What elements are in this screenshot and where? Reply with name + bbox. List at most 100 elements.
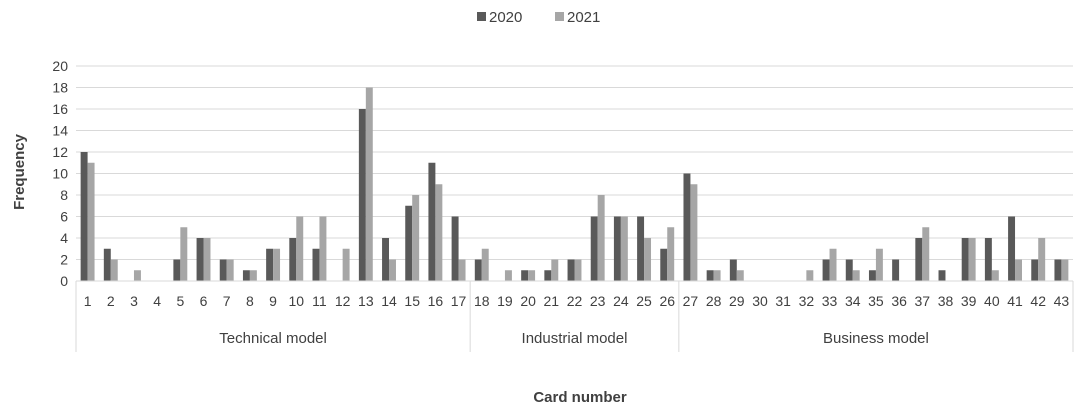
x-tick-label: 13 (358, 293, 374, 309)
bar-2020-card-22 (567, 259, 575, 281)
x-tick-label: 14 (381, 293, 397, 309)
bar-2021-card-43 (1061, 259, 1069, 281)
x-tick-label: 28 (706, 293, 722, 309)
group-label: Business model (823, 330, 929, 347)
bar-2021-card-32 (806, 270, 814, 281)
bar-2020-card-38 (938, 270, 946, 281)
x-tick-label: 18 (474, 293, 490, 309)
bar-2021-card-2 (110, 259, 118, 281)
y-tick-label: 16 (52, 101, 68, 117)
bar-2020-card-37 (915, 238, 923, 281)
x-tick-label: 5 (176, 293, 184, 309)
legend-label-2020: 2020 (489, 9, 522, 26)
y-tick-label: 10 (52, 166, 68, 182)
x-tick-label: 22 (567, 293, 583, 309)
y-tick-label: 4 (60, 230, 68, 246)
bar-2021-card-25 (644, 238, 652, 281)
y-tick-label: 18 (52, 80, 68, 96)
x-tick-label: 34 (845, 293, 861, 309)
bar-2020-card-15 (405, 205, 413, 281)
group-label: Technical model (219, 330, 327, 347)
x-tick-label: 32 (799, 293, 815, 309)
bar-2020-card-1 (80, 152, 88, 281)
bars (80, 87, 1069, 281)
bar-2020-card-23 (590, 216, 598, 281)
bar-2021-card-21 (551, 259, 559, 281)
bar-2021-card-34 (852, 270, 860, 281)
x-tick-label: 35 (868, 293, 884, 309)
bar-2021-card-7 (226, 259, 234, 281)
bar-2021-card-41 (1015, 259, 1022, 281)
bar-2020-card-41 (1008, 216, 1016, 281)
bar-2020-card-20 (521, 270, 529, 281)
x-tick-label: 42 (1030, 293, 1046, 309)
bar-2020-card-8 (242, 270, 250, 281)
y-tick-label: 20 (52, 58, 68, 74)
bar-2021-card-39 (968, 238, 976, 281)
y-tick-label: 12 (52, 144, 68, 160)
y-tick-label: 2 (60, 252, 68, 268)
bar-2020-card-21 (544, 270, 552, 281)
legend-swatch-2020 (477, 12, 486, 21)
bar-2020-card-11 (312, 248, 320, 281)
x-tick-label: 20 (520, 293, 536, 309)
bar-2021-card-1 (87, 162, 95, 281)
x-tick-label: 33 (822, 293, 838, 309)
bar-2021-card-11 (319, 216, 327, 281)
bar-2021-card-26 (667, 227, 675, 281)
bar-2020-card-28 (706, 270, 714, 281)
x-tick-label: 11 (312, 293, 327, 309)
y-axis-title: Frequency (11, 133, 28, 210)
bar-2020-card-10 (289, 238, 297, 281)
bar-2020-card-13 (358, 109, 366, 281)
x-tick-label: 21 (544, 293, 560, 309)
bar-2021-card-16 (435, 184, 443, 281)
x-tick-label: 23 (590, 293, 606, 309)
bar-2021-card-20 (528, 270, 536, 281)
y-tick-label: 8 (60, 187, 68, 203)
legend-swatch-2021 (555, 12, 564, 21)
bar-2020-card-25 (637, 216, 645, 281)
x-tick-label: 36 (891, 293, 907, 309)
bar-2021-card-29 (736, 270, 744, 281)
group-label: Industrial model (522, 330, 628, 347)
bar-2021-card-10 (296, 216, 304, 281)
x-tick-label: 6 (200, 293, 208, 309)
y-tick-label: 0 (60, 273, 68, 289)
bar-2021-card-33 (829, 248, 837, 281)
x-tick-label: 9 (269, 293, 277, 309)
bar-2020-card-33 (822, 259, 830, 281)
x-tick-label: 16 (428, 293, 444, 309)
bar-2020-card-24 (613, 216, 621, 281)
bar-2021-card-12 (342, 248, 350, 281)
gridlines (76, 65, 1073, 282)
y-tick-label: 6 (60, 209, 68, 225)
x-tick-label: 37 (915, 293, 931, 309)
x-tick-label: 38 (938, 293, 954, 309)
bar-2020-card-2 (103, 248, 111, 281)
bar-2021-card-27 (690, 184, 698, 281)
bar-2021-card-3 (133, 270, 141, 281)
bar-2021-card-9 (273, 248, 281, 281)
x-tick-label: 10 (288, 293, 304, 309)
bar-2020-card-17 (451, 216, 459, 281)
x-tick-label: 29 (729, 293, 745, 309)
x-tick-label: 27 (683, 293, 699, 309)
bar-2020-card-5 (173, 259, 181, 281)
x-tick-label: 4 (153, 293, 161, 309)
bar-2021-card-24 (620, 216, 628, 281)
bar-2020-card-40 (984, 238, 992, 281)
x-tick-label: 3 (130, 293, 138, 309)
x-axis-title: Card number (533, 389, 627, 406)
bar-2020-card-14 (382, 238, 390, 281)
x-tick-label: 2 (107, 293, 115, 309)
x-tick-label: 12 (335, 293, 351, 309)
bar-2021-card-37 (922, 227, 930, 281)
bar-2020-card-39 (961, 238, 969, 281)
bar-2020-card-18 (474, 259, 482, 281)
bar-2021-card-23 (597, 195, 605, 281)
bar-2021-card-13 (365, 87, 373, 281)
y-tick-label: 14 (52, 123, 68, 139)
x-tick-label: 43 (1054, 293, 1070, 309)
